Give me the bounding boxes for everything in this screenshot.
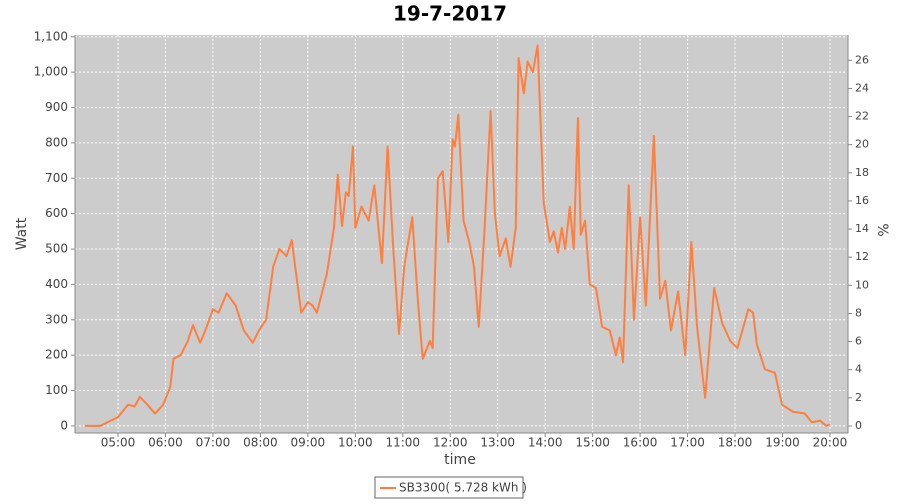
y2-axis-label: % (874, 223, 890, 236)
y2-tick-label: 18 (855, 166, 869, 179)
x-tick-label: 08:00 (243, 436, 278, 450)
x-tick-label: 20:00 (813, 436, 848, 450)
x-axis-label: time (444, 452, 476, 468)
y2-tick-label: 20 (855, 138, 869, 151)
y2-tick-label: 14 (855, 222, 869, 235)
x-tick-label: 15:00 (575, 436, 610, 450)
y2-tick-label: 24 (855, 81, 869, 94)
x-tick-label: 12:00 (433, 436, 468, 450)
y2-tick-label: 2 (855, 391, 862, 404)
y-tick-label: 600 (45, 206, 68, 220)
y-tick-label: 0 (60, 418, 68, 432)
plot-area (75, 35, 848, 433)
x-tick-label: 14:00 (528, 436, 563, 450)
y-tick-label: 100 (45, 383, 68, 397)
x-tick-label: 11:00 (385, 436, 420, 450)
y-tick-label: 800 (45, 135, 68, 149)
x-tick-label: 10:00 (338, 436, 373, 450)
y2-tick-label: 10 (855, 278, 869, 291)
y2-tick-label: 12 (855, 250, 869, 263)
legend (374, 476, 524, 499)
x-tick-label: 13:00 (480, 436, 515, 450)
y-tick-label: 200 (45, 348, 68, 362)
y-axis-label: Watt (14, 217, 30, 250)
legend-label: SB3300( 5.728 kWh ) (399, 481, 527, 495)
y-tick-label: 900 (45, 100, 68, 114)
y-tick-label: 300 (45, 312, 68, 326)
x-tick-label: 17:00 (670, 436, 705, 450)
series-line (84, 44, 831, 427)
y-tick-label: 1,100 (34, 29, 68, 43)
chart-title: 19-7-2017 (393, 2, 507, 26)
y-tick-label: 400 (45, 277, 68, 291)
y-tick-label: 500 (45, 242, 68, 256)
y2-tick-label: 4 (855, 363, 862, 376)
x-tick-label: 05:00 (101, 436, 136, 450)
y-tick-label: 700 (45, 171, 68, 185)
x-tick-label: 16:00 (623, 436, 658, 450)
y2-tick-label: 22 (855, 110, 869, 123)
y-tick-label: 1,000 (34, 65, 68, 79)
x-tick-label: 07:00 (196, 436, 231, 450)
x-tick-label: 06:00 (148, 436, 183, 450)
x-tick-label: 09:00 (291, 436, 326, 450)
x-tick-label: 18:00 (718, 436, 753, 450)
y2-tick-label: 16 (855, 194, 869, 207)
y2-tick-label: 26 (855, 53, 869, 66)
y2-tick-label: 6 (855, 335, 862, 348)
x-tick-label: 19:00 (765, 436, 800, 450)
y2-tick-label: 8 (855, 306, 862, 319)
y2-tick-label: 0 (855, 419, 862, 432)
